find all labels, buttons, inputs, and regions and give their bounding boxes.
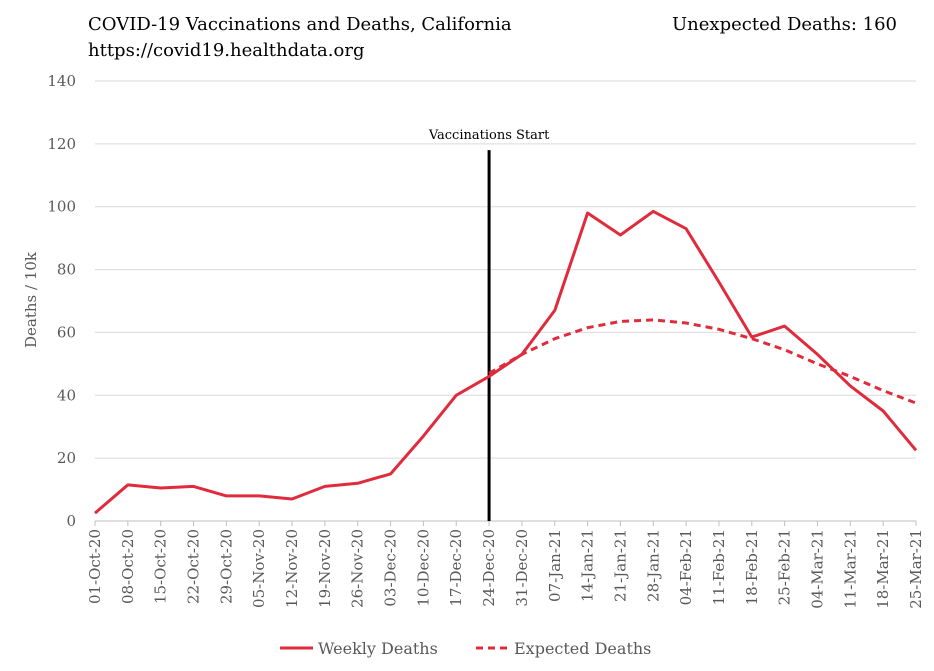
legend-label-expected: Expected Deaths <box>514 639 651 658</box>
annotations: Vaccinations Start <box>428 128 550 521</box>
x-tick-label: 11-Mar-21 <box>841 529 859 609</box>
x-axis <box>94 520 917 526</box>
vaccinations-start-label: Vaccinations Start <box>428 128 550 143</box>
weekly-deaths-line <box>94 209 918 515</box>
x-tick-label: 28-Jan-21 <box>644 529 662 602</box>
chart-title: COVID-19 Vaccinations and Deaths, Califo… <box>88 14 512 35</box>
y-tick-label: 140 <box>47 72 76 90</box>
series-lines <box>94 209 918 515</box>
x-tick-label: 25-Feb-21 <box>776 529 794 605</box>
x-tick-label: 01-Oct-20 <box>86 529 104 604</box>
legend-label-weekly: Weekly Deaths <box>318 639 438 658</box>
x-tick-label: 29-Oct-20 <box>217 529 235 604</box>
y-tick-label: 0 <box>66 512 76 530</box>
x-tick-label: 05-Nov-20 <box>250 529 268 608</box>
y-tick-label: 80 <box>57 261 76 279</box>
x-tick-label: 22-Oct-20 <box>185 529 203 604</box>
x-tick-label: 19-Nov-20 <box>316 529 334 608</box>
x-tick-label: 15-Oct-20 <box>152 529 170 604</box>
x-tick-label: 04-Mar-21 <box>808 529 826 609</box>
y-tick-label: 40 <box>57 386 76 404</box>
unexpected-deaths-note: Unexpected Deaths: 160 <box>672 14 897 35</box>
legend: Weekly Deaths Expected Deaths <box>280 639 651 658</box>
y-tick-label: 100 <box>47 198 76 216</box>
x-tick-label: 18-Feb-21 <box>743 529 761 605</box>
x-tick-label: 26-Nov-20 <box>349 529 367 608</box>
x-tick-label: 17-Dec-20 <box>447 529 465 607</box>
x-tick-label: 18-Mar-21 <box>874 529 892 609</box>
expected-deaths-line <box>488 318 917 405</box>
x-tick-labels: 01-Oct-20 08-Oct-20 15-Oct-20 22-Oct-20 29-O… <box>86 529 925 609</box>
x-tick-label: 07-Jan-21 <box>546 529 564 602</box>
y-tick-label: 20 <box>57 449 76 467</box>
x-tick-label: 14-Jan-21 <box>579 529 597 602</box>
x-tick-label: 12-Nov-20 <box>283 529 301 608</box>
x-tick-label: 10-Dec-20 <box>414 529 432 607</box>
grid <box>95 80 916 459</box>
y-tick-labels: 0 20 40 60 80 100 120 140 <box>47 72 76 530</box>
chart-subtitle: https://covid19.healthdata.org <box>88 40 364 61</box>
x-tick-label: 25-Mar-21 <box>907 529 925 609</box>
x-tick-label: 21-Jan-21 <box>611 529 629 602</box>
y-tick-label: 60 <box>57 323 76 341</box>
x-tick-label: 04-Feb-21 <box>677 529 695 605</box>
y-tick-label: 120 <box>47 135 76 153</box>
x-tick-label: 03-Dec-20 <box>382 529 400 607</box>
x-tick-label: 11-Feb-21 <box>710 529 728 605</box>
x-tick-label: 31-Dec-20 <box>513 529 531 607</box>
x-tick-label: 24-Dec-20 <box>480 529 498 607</box>
y-axis-label: Deaths / 10k <box>22 251 40 348</box>
x-tick-label: 08-Oct-20 <box>119 529 137 604</box>
